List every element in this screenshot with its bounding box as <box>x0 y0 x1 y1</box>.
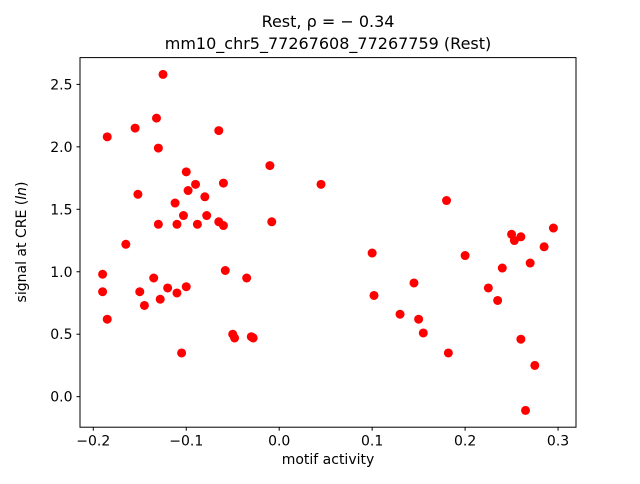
axes-frame <box>79 57 577 428</box>
scatter-point <box>230 333 240 343</box>
scatter-point <box>153 143 163 153</box>
scatter-point <box>158 69 168 79</box>
scatter-point <box>200 192 210 202</box>
scatter-point <box>152 113 161 123</box>
scatter-point <box>218 178 228 188</box>
scatter-point <box>516 232 526 242</box>
scatter-point <box>178 211 188 221</box>
scatter-point <box>163 283 173 293</box>
scatter-point <box>121 239 131 249</box>
scatter-point <box>177 348 187 358</box>
y-tick-label: 0.5 <box>50 327 72 343</box>
scatter-point <box>409 278 419 288</box>
plot-subtitle: mm10_chr5_77267608_77267759 (Rest) <box>165 34 492 54</box>
scatter-point <box>509 236 519 246</box>
scatter-point <box>153 219 163 229</box>
scatter-point <box>442 196 452 206</box>
scatter-point <box>414 314 424 324</box>
y-axis-label: signal at CRE (ln) <box>14 182 30 303</box>
y-tick-label: 0.0 <box>50 390 72 406</box>
y-tick-label: 1.0 <box>50 265 72 281</box>
scatter-point <box>516 334 526 344</box>
y-axis-label-math: ln <box>14 187 30 200</box>
scatter-point <box>369 290 379 300</box>
scatter-point <box>248 333 258 343</box>
x-tick-label: 0.1 <box>361 434 383 450</box>
scatter-point <box>155 294 165 304</box>
scatter-point <box>181 167 191 177</box>
scatter-point <box>395 309 405 319</box>
scatter-point <box>418 328 428 338</box>
scatter-point <box>497 263 507 273</box>
scatter-point <box>192 219 202 229</box>
scatter-point <box>214 126 224 136</box>
x-tick-label: 0.3 <box>547 434 569 450</box>
scatter-point <box>191 179 201 189</box>
x-tick-label: −0.2 <box>76 434 110 450</box>
scatter-point <box>316 179 326 189</box>
data-points <box>98 69 558 415</box>
scatter-point <box>218 221 228 231</box>
scatter-point <box>139 300 149 310</box>
scatter-point <box>443 348 453 358</box>
scatter-point <box>170 198 180 208</box>
x-axis-label: motif activity <box>282 452 375 468</box>
scatter-point <box>135 287 145 297</box>
scatter-point <box>98 269 108 279</box>
scatter-point <box>493 295 503 305</box>
y-axis-label-suffix: ) <box>14 182 30 187</box>
y-axis-label-prefix: signal at CRE ( <box>14 200 30 303</box>
scatter-point <box>525 258 535 268</box>
scatter-point <box>521 405 531 415</box>
scatter-point <box>172 288 182 298</box>
scatter-point <box>483 283 493 293</box>
scatter-point <box>149 273 159 283</box>
scatter-point <box>202 211 212 221</box>
scatter-point <box>460 251 470 261</box>
scatter-point <box>539 242 549 252</box>
x-tick-label: 0.0 <box>268 434 290 450</box>
scatter-point <box>367 248 377 258</box>
scatter-point <box>102 314 112 324</box>
scatter-point <box>265 161 275 171</box>
scatter-point <box>181 282 191 292</box>
scatter-point <box>242 273 252 283</box>
plot-title: Rest, ρ = − 0.34 <box>262 12 395 31</box>
x-tick-label: −0.1 <box>169 434 203 450</box>
axis-ticks: −0.2 −0.1 0.0 0.1 0.2 0.3 0.0 0.5 1.0 1.5 2.0 2.5 <box>50 77 569 449</box>
scatter-point <box>98 287 108 297</box>
scatter-point <box>102 132 112 142</box>
scatter-point <box>548 223 558 233</box>
scatter-point <box>172 219 182 229</box>
scatter-point <box>220 266 230 275</box>
x-tick-label: 0.2 <box>454 434 476 450</box>
scatter-point <box>267 217 277 227</box>
scatter-point <box>133 189 143 199</box>
scatter-point <box>183 186 193 196</box>
scatter-point <box>530 360 540 370</box>
scatter-point <box>130 123 140 133</box>
y-tick-label: 2.0 <box>50 140 72 156</box>
y-tick-label: 2.5 <box>50 77 72 93</box>
y-tick-label: 1.5 <box>50 202 72 218</box>
